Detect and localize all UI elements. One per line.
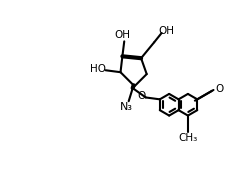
Text: HO: HO [90, 64, 106, 74]
Text: O: O [138, 92, 146, 101]
Text: OH: OH [114, 30, 130, 41]
Text: CH₃: CH₃ [178, 133, 198, 143]
Text: O: O [215, 84, 223, 94]
Text: OH: OH [159, 26, 174, 36]
Text: N₃: N₃ [120, 102, 133, 112]
